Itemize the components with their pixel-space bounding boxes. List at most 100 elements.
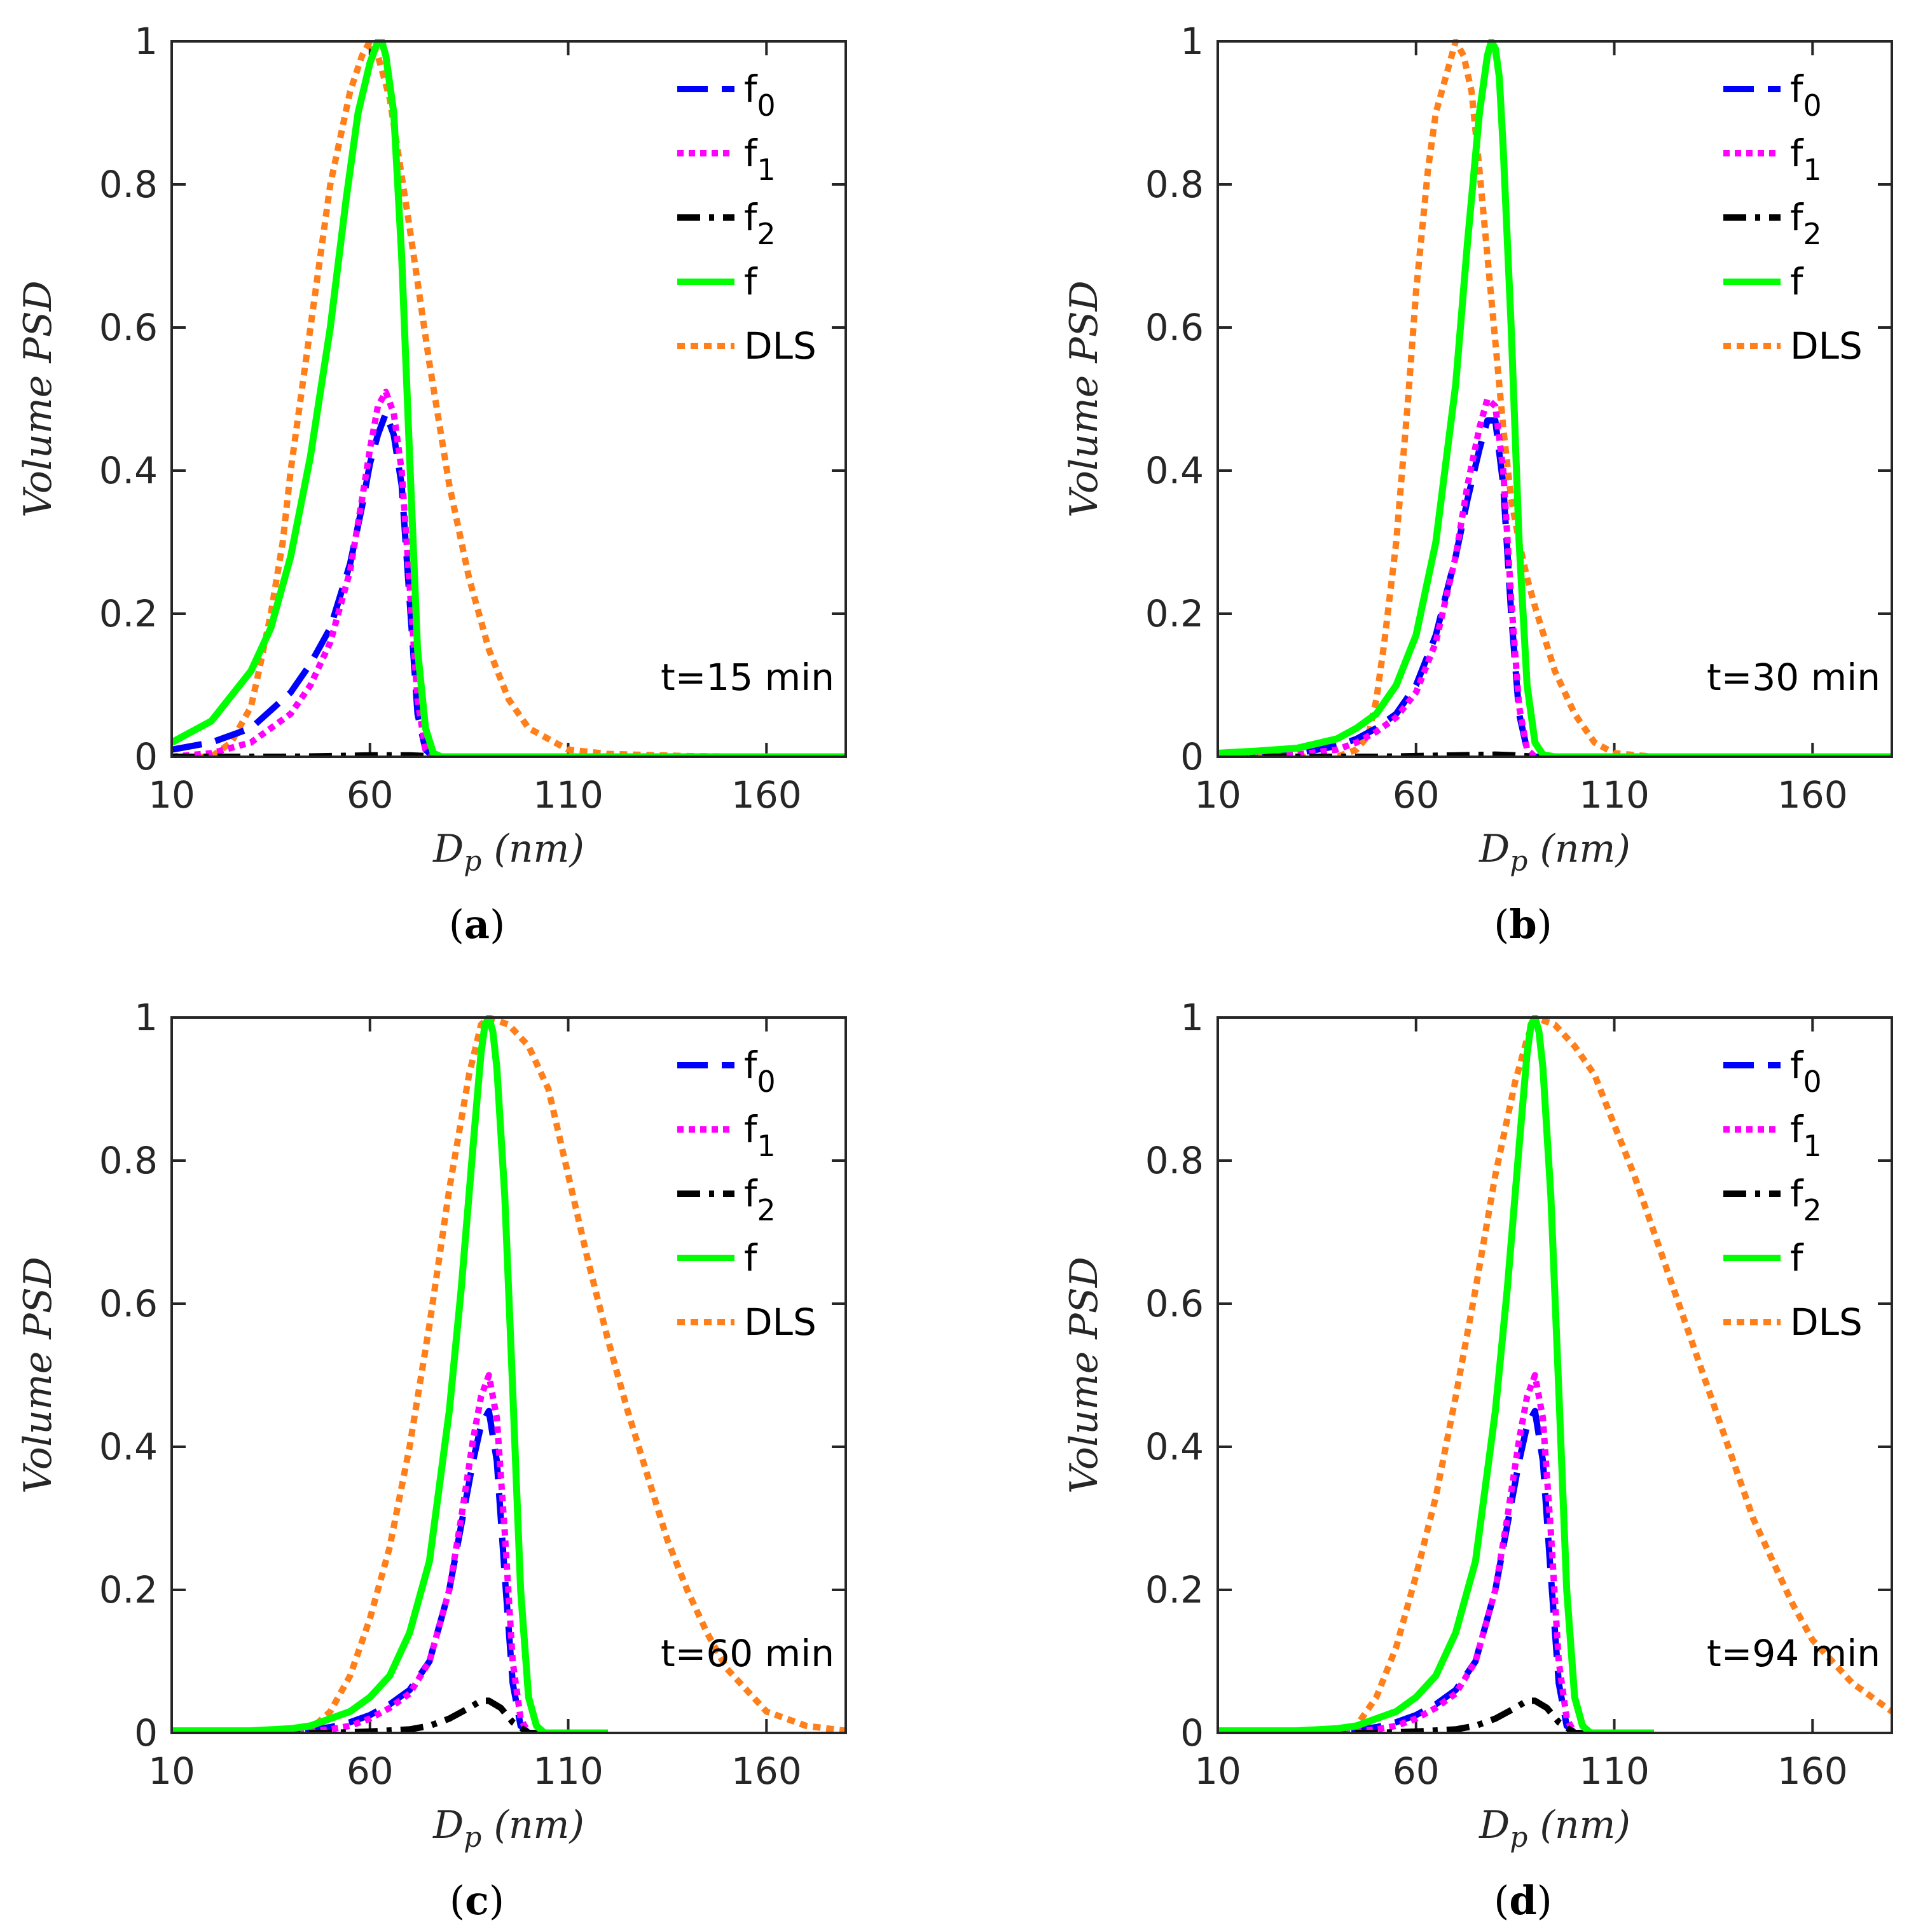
x-tick-label: 60 (1393, 773, 1440, 817)
series-line-f0 (1218, 417, 1892, 758)
series-line-f0 (172, 1407, 608, 1734)
legend-label-DLS: DLS (744, 324, 817, 368)
x-tick-label: 160 (731, 1749, 802, 1793)
x-tick-label: 60 (347, 1749, 394, 1793)
legend-label-f: f (1790, 1236, 1804, 1280)
legend-label-f: f (744, 260, 758, 303)
y-tick-label: 0.8 (1145, 1139, 1204, 1182)
legend: f0 f1 f2 f DLS (677, 67, 817, 368)
y-axis-label: Volume PSD (1062, 280, 1106, 518)
y-tick-label: 0.6 (1145, 1282, 1204, 1325)
series-line-f2 (1218, 1697, 1654, 1734)
series-line-f (172, 1015, 608, 1734)
legend-label-f0: f0 (744, 67, 776, 123)
legend-label-f2: f2 (1790, 196, 1822, 251)
y-tick-label: 0 (134, 735, 158, 778)
y-tick-label: 0.6 (99, 306, 158, 349)
legend-label-DLS: DLS (744, 1301, 817, 1344)
series-line-f (1218, 1015, 1654, 1734)
y-axis-label: Volume PSD (16, 1257, 60, 1494)
panel-label: (b) (1494, 901, 1552, 948)
series-line-DLS (1218, 39, 1892, 758)
y-tick-label: 0.4 (1145, 1425, 1204, 1468)
x-axis-label: Dp (nm) (1478, 1803, 1630, 1854)
series-line-f (1218, 39, 1892, 758)
series-line-f1 (1218, 1372, 1654, 1734)
series-line-f0 (1218, 1407, 1654, 1734)
time-annotation: t=15 min (661, 656, 834, 699)
y-tick-label: 0 (1180, 1711, 1204, 1755)
panel-c: 10 60 110 160 0 0.2 0.4 0.6 0.8 1 Dp (nm) Volume PS… (16, 996, 847, 1924)
panel-label: (a) (449, 901, 506, 948)
y-tick-label: 0.4 (1145, 449, 1204, 492)
x-tick-label: 160 (1777, 1749, 1848, 1793)
x-tick-label: 110 (533, 1749, 603, 1793)
panel-a: 10 60 110 160 0 0.2 0.4 0.6 0.8 1 Dp (nm) Volume PS… (16, 20, 847, 948)
series-line-f2 (172, 752, 846, 758)
y-tick-label: 0 (134, 1711, 158, 1755)
y-axis-label: Volume PSD (16, 280, 60, 518)
time-annotation: t=60 min (661, 1632, 834, 1675)
legend-label-f: f (1790, 260, 1804, 303)
legend: f0 f1 f2 f DLS (1723, 1044, 1863, 1344)
series-line-f1 (172, 1372, 608, 1734)
plot-frame (1216, 40, 1893, 758)
y-tick-label: 1 (1180, 996, 1204, 1039)
legend-label-DLS: DLS (1790, 1301, 1863, 1344)
y-tick-label: 0.6 (99, 1282, 158, 1325)
plot-frame (170, 40, 847, 758)
y-tick-label: 0.4 (99, 1425, 158, 1468)
y-tick-label: 1 (134, 20, 158, 63)
x-axis-label: Dp (nm) (432, 827, 584, 878)
y-axis-label: Volume PSD (1062, 1257, 1106, 1494)
x-tick-label: 10 (148, 1749, 195, 1793)
series-line-DLS (172, 1015, 846, 1734)
series-line-f1 (1218, 396, 1892, 758)
legend-label-f2: f2 (744, 196, 776, 251)
x-tick-label: 10 (1194, 1749, 1241, 1793)
legend: f0 f1 f2 f DLS (677, 1044, 817, 1344)
y-tick-label: 0.8 (99, 1139, 158, 1182)
panel-b: 10 60 110 160 0 0.2 0.4 0.6 0.8 1 Dp (nm) Volume PS… (1062, 20, 1893, 948)
x-tick-label: 160 (1777, 773, 1848, 817)
y-tick-label: 0 (1180, 735, 1204, 778)
y-tick-label: 0.6 (1145, 306, 1204, 349)
series-line-f0 (172, 410, 846, 758)
legend-label-f2: f2 (1790, 1172, 1822, 1227)
legend-label-f0: f0 (1790, 1044, 1822, 1099)
y-tick-label: 0.2 (1145, 1568, 1204, 1611)
x-tick-label: 60 (1393, 1749, 1440, 1793)
plot-frame (170, 1016, 847, 1734)
y-tick-label: 0.8 (99, 163, 158, 206)
panel-label: (c) (450, 1877, 504, 1924)
legend-label-f1: f1 (744, 132, 776, 187)
y-tick-label: 0.2 (99, 1568, 158, 1611)
x-tick-label: 110 (1579, 1749, 1650, 1793)
time-annotation: t=94 min (1707, 1632, 1880, 1675)
legend-label-f0: f0 (744, 1044, 776, 1099)
series-line-f2 (172, 1697, 608, 1734)
x-axis-label: Dp (nm) (1478, 827, 1630, 878)
legend-label-f1: f1 (1790, 132, 1822, 187)
y-tick-label: 1 (134, 996, 158, 1039)
y-tick-label: 0.4 (99, 449, 158, 492)
series-line-DLS (1218, 1015, 1892, 1734)
x-tick-label: 160 (731, 773, 802, 817)
legend-label-f1: f1 (744, 1108, 776, 1163)
y-tick-label: 0.2 (1145, 592, 1204, 635)
legend-label-f1: f1 (1790, 1108, 1822, 1163)
y-tick-label: 0.2 (99, 592, 158, 635)
panel-label: (d) (1494, 1877, 1552, 1924)
x-axis-label: Dp (nm) (432, 1803, 584, 1854)
x-tick-label: 10 (1194, 773, 1241, 817)
x-tick-label: 110 (1579, 773, 1650, 817)
legend-label-DLS: DLS (1790, 324, 1863, 368)
y-tick-label: 0.8 (1145, 163, 1204, 206)
time-annotation: t=30 min (1707, 656, 1880, 699)
legend-label-f2: f2 (744, 1172, 776, 1227)
legend: f0 f1 f2 f DLS (1723, 67, 1863, 368)
plot-frame (1216, 1016, 1893, 1734)
legend-label-f0: f0 (1790, 67, 1822, 123)
y-tick-label: 1 (1180, 20, 1204, 63)
